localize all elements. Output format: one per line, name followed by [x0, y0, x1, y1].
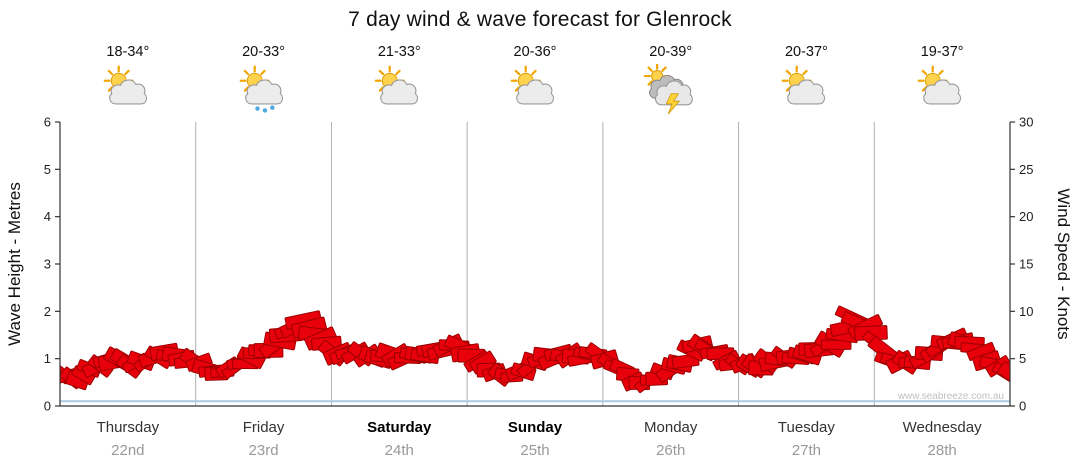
weather-icon-sun-cloud — [371, 64, 427, 116]
day-temp-range: 20-39° — [649, 44, 693, 60]
svg-text:5: 5 — [44, 162, 51, 177]
svg-text:2: 2 — [44, 304, 51, 319]
day-temp-range: 20-33° — [242, 44, 285, 60]
x-label-day-name: Monday — [644, 419, 698, 436]
x-label-day-date: 28th — [927, 442, 957, 459]
x-label-day-date: 22nd — [111, 442, 145, 459]
day-temp-range: 20-36° — [513, 44, 557, 60]
svg-text:30: 30 — [1019, 115, 1033, 130]
day-temp-range: 18-34° — [106, 44, 150, 60]
svg-text:0: 0 — [44, 399, 51, 414]
x-label-day-name: Saturday — [367, 419, 432, 436]
svg-text:0: 0 — [1019, 399, 1026, 414]
x-label-day-name: Friday — [242, 419, 285, 436]
axes-lines-ticks: 0 1 2 3 4 5 6 0 5 10 15 20 25 30 — [44, 115, 1034, 414]
x-label-day-name: Thursday — [96, 419, 160, 436]
day-temp-range: 20-37° — [784, 44, 828, 60]
x-label-day-date: 26th — [656, 442, 686, 459]
x-label-day-name: Tuesday — [777, 419, 835, 436]
weather-icon-sun-cloud — [100, 64, 156, 116]
weather-icon-sun-cloud — [914, 64, 970, 116]
wind-flag-band — [60, 305, 1010, 394]
weather-icon-thunderstorm — [643, 62, 699, 116]
x-label-day-date: 23rd — [248, 442, 279, 459]
day-temp-range: 21-33° — [377, 44, 421, 60]
page-title: 7 day wind & wave forecast for Glenrock — [348, 8, 732, 31]
svg-text:5: 5 — [1019, 351, 1026, 366]
x-label-day-date: 24th — [384, 442, 414, 459]
x-label-day-date: 25th — [520, 442, 550, 459]
x-label-day-date: 27th — [791, 442, 822, 459]
svg-text:3: 3 — [44, 257, 51, 272]
svg-text:15: 15 — [1019, 257, 1033, 272]
svg-text:25: 25 — [1019, 162, 1033, 177]
svg-text:20: 20 — [1019, 209, 1033, 224]
svg-text:10: 10 — [1019, 304, 1033, 319]
svg-text:6: 6 — [44, 115, 51, 130]
weather-icon-sun-cloud — [778, 64, 834, 116]
day-temp-range: 19-37° — [920, 44, 964, 60]
x-label-day-name: Wednesday — [902, 419, 982, 436]
watermark: www.seabreeze.com.au — [897, 391, 1004, 402]
svg-text:4: 4 — [44, 209, 51, 224]
x-label-day-name: Sunday — [507, 419, 563, 436]
weather-icon-sun-cloud — [507, 64, 563, 116]
svg-text:1: 1 — [44, 351, 51, 366]
weather-icon-sun-cloud-rain — [236, 64, 292, 116]
